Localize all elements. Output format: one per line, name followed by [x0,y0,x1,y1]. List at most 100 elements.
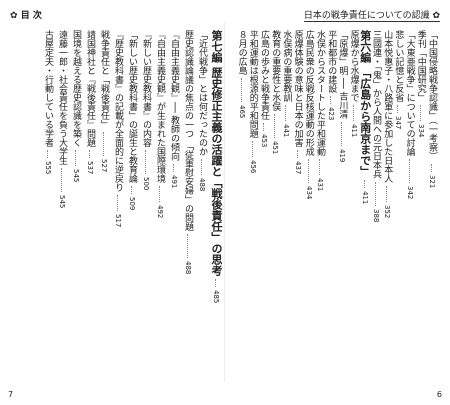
page-ref: 456 [248,160,257,174]
leader [307,159,310,183]
leader [386,186,388,202]
toc-entry: 水俣からスタートした平和運動 [315,30,325,156]
leader [341,121,343,146]
toc-entry: 平和運動は根源的平和問題 [247,30,258,138]
toc-entry: 「近代戦争」とは何だったのか [197,30,207,156]
page-ref: 545 [58,195,66,209]
leader [240,78,243,102]
toc-entry: 原爆体験の意味と日本の加害 [292,30,303,147]
toc-title: ✿ 目 次 [10,11,42,21]
leader [103,132,105,156]
leader [47,150,49,158]
leader [75,150,77,166]
page-ref: 419 [338,148,347,162]
toc-entry: 「大東亜戦争」についての討論 [404,30,415,156]
leader [131,186,133,194]
page-ref: 488 [184,260,192,275]
page-ref: 527 [100,159,108,173]
toc-entry: 三國連・「鬼」から人間への元日本兵 [371,30,381,179]
toc-entry: 広島民衆の反戦反核運動の形成 [303,30,314,156]
toc-entry: 遠藤一郎・社会責任を負う大学生 [57,30,67,165]
leader [319,159,321,175]
toc-entry: 『自由主義史観』が生まれた国際環境 [155,30,165,183]
leader [89,150,91,158]
section-heading: 第六編 「広島から南京まで」 [358,30,372,177]
leader [375,181,377,206]
page-ref: 352 [383,205,392,219]
leader [330,96,332,104]
page-ref: 453 [260,134,268,148]
leader [215,278,217,287]
toc-entry: 平和都市の建設 [326,30,337,93]
page-ref: 491 [170,174,178,189]
page-ref: 411 [360,190,369,205]
page-ref: 441 [282,124,291,138]
page-ref: 451 [271,141,280,155]
leader [117,195,119,211]
gutter [224,22,225,382]
toc-label: 目 次 [20,11,42,21]
page-ref: 465 [237,105,246,119]
leader [419,105,422,121]
toc-entry: 水俣病の重要教訓 [281,30,292,102]
page-number: 6 [436,390,442,399]
toc-entry: 悲しい記憶と反省 [393,30,404,102]
leader [431,163,433,172]
toc-entry: 古屋定夫・行動している学者 [43,30,53,147]
running-title: 日本の戦争責任についての認識 [303,11,430,21]
page-ref: 431 [316,178,324,192]
page-ref: 500 [142,177,150,191]
toc-entry: 『新しい歴史教科書』の内容 [141,30,151,147]
leader [145,150,147,174]
page-ref: 485 [212,289,220,304]
toc-entry: 季刊「中国研究」 [415,30,426,102]
page-ref: 342 [405,186,414,200]
page-ref: 434 [304,186,313,200]
page-ref: 423 [327,107,336,121]
page-ref: 437 [293,161,302,175]
toc-entry: 「中国侵略戦争認識」（一考察） [427,30,437,161]
leader [173,163,175,172]
toc-entry: 国境を越える歴史認識を築く [71,30,81,147]
toc-entry: 「新しい歴史教科書」の誕生と教育論 [127,30,137,183]
toc-entry: 『自由主義史観』── 教師の傾向 [169,30,179,161]
running-head: 日本の戦争責任についての認識 ✿ [303,8,440,22]
toc-entry: 教育の重要性と水俣 [270,30,281,111]
leader [61,168,63,192]
toc-entry: 戦争責任と「戦後責任」 [99,30,109,129]
page-ref: 347 [394,116,403,130]
page-number: 7 [8,390,14,399]
leader [408,159,411,183]
toc-entry: 歴史認識論議の焦点の一つ 「従軍慰安婦」の問題 [183,30,193,231]
toc-entry: 『歴史教科書』の記載が全面的に逆戻り [113,30,123,192]
page-ref: 537 [86,161,94,175]
page-ref: 334 [416,124,425,138]
page-ref: 509 [128,197,136,211]
page-ref: 388 [372,208,380,222]
leader [352,105,355,121]
section-heading: 第七編 歴史修正主義の活躍と「戦後責任」の思考 [210,30,223,276]
leader [159,186,161,202]
leader [187,233,189,258]
toc-entry: 「原爆」明 ── 吉川清 [337,30,348,119]
toc-entry: 靖国神社と『戦後責任』問題 [85,30,95,147]
leader [285,105,287,121]
page-ref: 411 [349,124,358,138]
toc-entry: ８月の広島 [236,30,247,75]
toc-entry: 山本悦惠子・八路軍に参加した日本人 [382,30,393,183]
page-ref: 555 [44,161,52,175]
leader [296,150,299,158]
toc-entry: 原爆から水爆まで [348,30,359,102]
leader [363,179,366,188]
page-ref: 492 [156,205,164,219]
page-ref: 321 [428,174,436,188]
leader [274,114,276,138]
page-ref: 488 [198,178,206,192]
page-ref: 517 [114,214,122,228]
leader [201,159,203,175]
leader [251,141,254,157]
toc-entry: 広島の歩みと戦争責任 [259,30,269,120]
page-ref: 545 [72,169,80,183]
leader [263,123,265,131]
